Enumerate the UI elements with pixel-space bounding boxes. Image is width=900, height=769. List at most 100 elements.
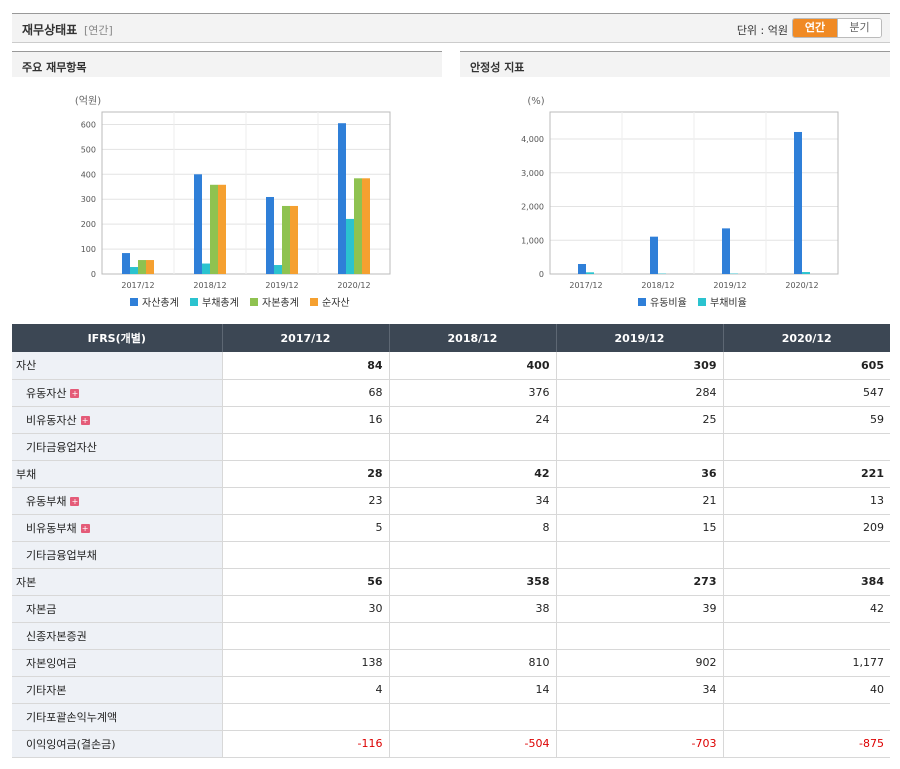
- legend-swatch: [698, 298, 706, 306]
- unit-label: (억원): [75, 95, 101, 107]
- y-tick-label: 1,000: [521, 236, 544, 245]
- table-cell: 34: [388, 487, 556, 515]
- table-row: 자산 84 400 309 605: [12, 352, 890, 380]
- legend-label: 자본총계: [262, 297, 299, 309]
- table-row: 기타포괄손익누계액: [12, 703, 890, 731]
- table-cell: 8: [388, 514, 556, 542]
- table-cell: 209: [722, 514, 890, 542]
- x-tick-label: 2017/12: [569, 281, 602, 290]
- legend-swatch: [190, 298, 198, 306]
- period-toggle: 연간 분기: [792, 18, 882, 38]
- table-cell: 5: [221, 514, 389, 542]
- row-label-text: 유동자산: [26, 386, 67, 400]
- expand-plus-icon[interactable]: +: [70, 389, 80, 398]
- row-label-text: 부채: [16, 467, 37, 481]
- row-label-text: 자산: [16, 359, 37, 373]
- table-cell: 309: [555, 352, 723, 380]
- table-cell: 28: [221, 460, 389, 488]
- unit-label: (%): [527, 96, 544, 107]
- table-cell: 40: [722, 676, 890, 704]
- expand-plus-icon[interactable]: +: [70, 497, 80, 506]
- table-cell: [388, 622, 556, 650]
- annual-button[interactable]: 연간: [793, 19, 837, 37]
- legend-swatch: [638, 298, 646, 306]
- bar: [130, 267, 138, 274]
- row-label: 기타금융업부채: [12, 541, 222, 569]
- x-tick-label: 2018/12: [193, 281, 226, 290]
- table-cell: 400: [388, 352, 556, 380]
- table-cell: 15: [555, 514, 723, 542]
- legend-label: 부채비율: [710, 297, 747, 309]
- table-cell: [388, 433, 556, 461]
- chart-panel-title: 안정성 지표: [460, 51, 890, 77]
- expand-plus-icon[interactable]: +: [80, 416, 90, 425]
- row-label: 기타금융업자산: [12, 433, 222, 461]
- table-cell: 30: [221, 595, 389, 623]
- table-cell: 38: [388, 595, 556, 623]
- bar: [266, 196, 274, 274]
- table-cell: 14: [388, 676, 556, 704]
- bar: [346, 218, 354, 274]
- table-cell: 358: [388, 568, 556, 596]
- bar: [138, 260, 146, 274]
- table-row: 자본잉여금 138 810 902 1,177: [12, 649, 890, 677]
- x-tick-label: 2017/12: [121, 281, 154, 290]
- table-row: 비유동자산 +16 24 25 59: [12, 406, 890, 434]
- table-cell: [555, 541, 723, 569]
- y-tick-label: 500: [81, 145, 96, 154]
- table-cell: 547: [722, 379, 890, 407]
- table-row: 유동자산 +68 376 284 547: [12, 379, 890, 407]
- table-cell: 284: [555, 379, 723, 407]
- expand-plus-icon[interactable]: +: [80, 524, 90, 533]
- y-tick-label: 0: [91, 270, 96, 279]
- row-label: 자본금: [12, 595, 222, 623]
- table-row: 자본금 30 38 39 42: [12, 595, 890, 623]
- y-tick-label: 400: [81, 170, 96, 179]
- table-cell: 810: [388, 649, 556, 677]
- bar: [794, 131, 802, 274]
- table-cell: 36: [555, 460, 723, 488]
- bar: [290, 205, 298, 274]
- table-row: 신종자본증권: [12, 622, 890, 650]
- table-cell: -875: [722, 730, 890, 758]
- table-cell: 68: [221, 379, 389, 407]
- row-label-text: 기타포괄손익누계액: [26, 710, 118, 724]
- unit-label: 단위 : 억원: [736, 24, 788, 37]
- table-row: 자본 56 358 273 384: [12, 568, 890, 596]
- bar: [586, 272, 594, 274]
- table-cell: 16: [221, 406, 389, 434]
- table-cell: 4: [221, 676, 389, 704]
- table-corner-header: IFRS(개별): [12, 324, 222, 352]
- row-label: 유동부채 +: [12, 487, 222, 515]
- section-title: 재무상태표: [22, 23, 78, 37]
- table-cell: 376: [388, 379, 556, 407]
- bar: [146, 260, 154, 274]
- table-cell: [555, 433, 723, 461]
- row-label-text: 자본금: [26, 602, 57, 616]
- bar: [194, 174, 202, 274]
- table-cell: 34: [555, 676, 723, 704]
- column-header: 2019/12: [555, 324, 723, 352]
- table-cell: 605: [722, 352, 890, 380]
- y-tick-label: 3,000: [521, 169, 544, 178]
- legend-label: 유동비율: [650, 297, 687, 309]
- table-cell: [221, 622, 389, 650]
- x-tick-label: 2018/12: [641, 281, 674, 290]
- row-label-text: 자본: [16, 575, 37, 589]
- financial-table: IFRS(개별) 2017/12 2018/12 2019/12 2020/12…: [12, 324, 890, 758]
- table-cell: -703: [555, 730, 723, 758]
- row-label: 비유동부채 +: [12, 514, 222, 542]
- row-label: 기타자본: [12, 676, 222, 704]
- bar: [122, 253, 130, 274]
- x-tick-label: 2019/12: [713, 281, 746, 290]
- y-tick-label: 300: [81, 195, 96, 204]
- chart-panel-stability: 안정성 지표 (%) 0 1,000 2,000 3,000 4,000 2017/12 20…: [460, 51, 890, 321]
- row-label-text: 이익잉여금(결손금): [26, 737, 116, 751]
- table-cell: 59: [722, 406, 890, 434]
- table-cell: [221, 541, 389, 569]
- bar: [210, 184, 218, 274]
- row-label-text: 비유동자산: [26, 413, 77, 427]
- chart-stability: (%) 0 1,000 2,000 3,000 4,000 2017/12 2018/12 20…: [521, 96, 839, 309]
- quarter-button[interactable]: 분기: [837, 19, 881, 37]
- section-header: 재무상태표 [연간] 단위 : 억원 연간 분기: [12, 13, 890, 43]
